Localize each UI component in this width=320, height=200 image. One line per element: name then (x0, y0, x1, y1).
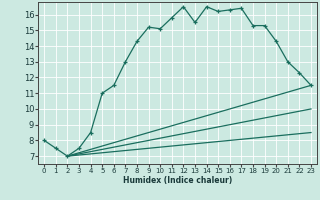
X-axis label: Humidex (Indice chaleur): Humidex (Indice chaleur) (123, 176, 232, 185)
